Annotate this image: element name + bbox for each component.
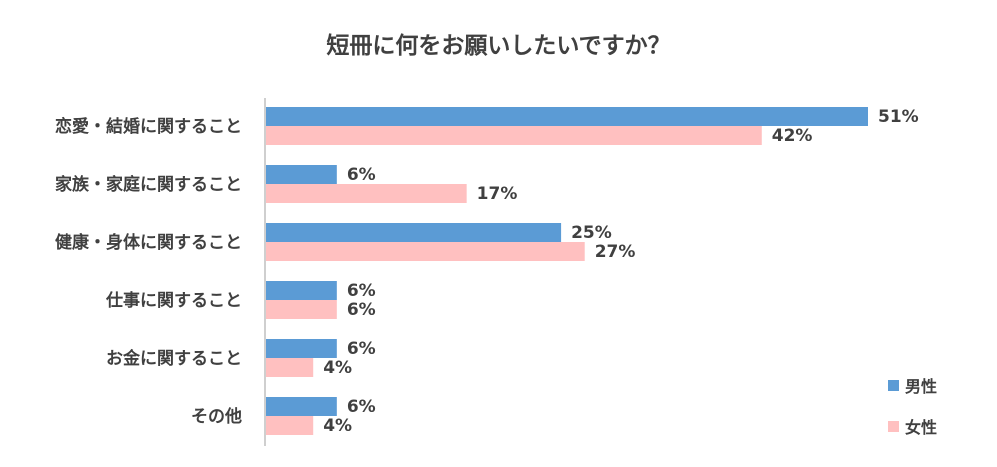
data-label: 6%	[347, 281, 376, 301]
bar-male	[266, 281, 337, 300]
bar-female	[266, 416, 314, 435]
data-label: 25%	[571, 223, 612, 243]
bar-female	[266, 126, 762, 145]
category-label: 家族・家庭に関すること	[55, 174, 242, 195]
category-label: 恋愛・結婚に関すること	[55, 116, 242, 137]
category-labels-group: 恋愛・結婚に関すること家族・家庭に関すること健康・身体に関すること仕事に関するこ…	[55, 116, 242, 427]
legend-item-male: 男性	[888, 373, 937, 397]
bar-male	[266, 223, 562, 242]
data-label: 51%	[878, 107, 919, 127]
data-label: 6%	[347, 300, 376, 320]
data-label: 6%	[347, 397, 376, 417]
legend-label-male: 男性	[905, 377, 938, 396]
chart-title: 短冊に何をお願いしたいですか？	[326, 33, 671, 59]
category-label: その他	[191, 406, 242, 427]
data-label: 4%	[323, 358, 352, 378]
bar-female	[266, 300, 337, 319]
legend-label-female: 女性	[905, 418, 938, 437]
value-labels-group: 51%42%6%17%25%27%6%6%6%4%6%4%	[323, 107, 918, 436]
legend-swatch-female	[888, 420, 899, 432]
bars-group	[266, 107, 868, 435]
data-label: 4%	[323, 416, 352, 436]
data-label: 27%	[595, 242, 636, 262]
bar-male	[266, 107, 868, 126]
legend-item-female: 女性	[888, 414, 937, 438]
legend-swatch-male	[888, 379, 899, 391]
bar-male	[266, 165, 337, 184]
bar-male	[266, 397, 337, 416]
data-label: 17%	[477, 184, 518, 204]
bar-female	[266, 184, 467, 203]
data-label: 6%	[347, 165, 376, 185]
data-label: 42%	[772, 126, 813, 146]
data-label: 6%	[347, 339, 376, 359]
bar-female	[266, 358, 314, 377]
bar-female	[266, 242, 585, 261]
bar-male	[266, 339, 337, 358]
category-label: お金に関すること	[106, 348, 242, 369]
category-label: 健康・身体に関すること	[55, 232, 242, 253]
category-label: 仕事に関すること	[105, 290, 242, 311]
